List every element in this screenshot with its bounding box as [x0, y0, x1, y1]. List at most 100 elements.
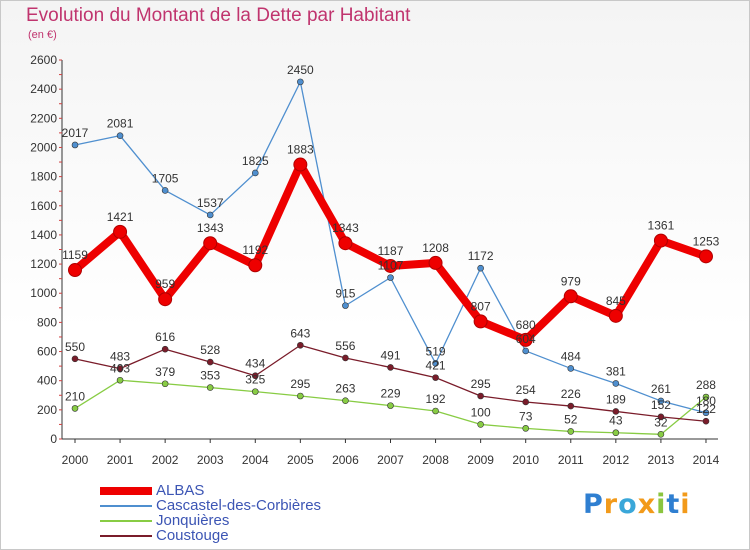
data-label: 483	[110, 350, 130, 364]
logo-letter: t	[666, 489, 681, 520]
data-label: 353	[200, 369, 220, 383]
data-point	[71, 355, 79, 363]
data-point	[477, 392, 484, 400]
data-point	[387, 402, 394, 409]
data-label: 210	[65, 389, 85, 403]
y-tick-label: 2600	[30, 53, 57, 67]
legend-item: Cascastel-des-Corbières	[100, 498, 321, 513]
data-label: 2081	[107, 117, 134, 131]
data-label: 192	[426, 392, 446, 406]
data-label: 2450	[287, 63, 314, 77]
data-label: 643	[290, 326, 310, 340]
data-point	[567, 428, 575, 435]
data-label: 1705	[152, 171, 179, 185]
data-label: 550	[65, 340, 85, 354]
data-label: 100	[471, 405, 491, 419]
data-point	[432, 407, 439, 415]
data-label: 959	[155, 277, 175, 291]
data-label: 254	[516, 383, 536, 397]
data-label: 152	[651, 398, 671, 412]
y-tick-label: 1600	[30, 199, 57, 213]
data-label: 43	[609, 414, 623, 428]
y-tick-label: 200	[37, 403, 57, 417]
legend-swatch	[100, 486, 152, 495]
data-label: 1253	[693, 234, 720, 248]
data-point	[71, 141, 79, 149]
legend: ALBAS Cascastel-des-Corbières Jonquières Co…	[100, 483, 321, 543]
data-label: 1537	[197, 196, 224, 210]
data-label: 519	[426, 344, 446, 358]
data-point	[612, 380, 620, 387]
y-tick-label: 1400	[30, 228, 57, 242]
y-tick-label: 2400	[30, 82, 57, 96]
chart-title: Evolution du Montant de la Dette par Hab…	[26, 5, 411, 26]
data-point	[161, 380, 169, 388]
y-tick-label: 2200	[30, 111, 57, 125]
data-label: 229	[380, 387, 400, 401]
data-point	[342, 354, 349, 362]
data-label: 261	[651, 382, 671, 396]
data-point	[477, 264, 484, 272]
data-label: 1343	[197, 221, 224, 235]
legend-label: Cascastel-des-Corbières	[156, 497, 322, 514]
data-label: 1343	[332, 221, 359, 235]
y-tick-label: 400	[37, 374, 57, 388]
data-point	[116, 365, 124, 372]
data-label: 556	[335, 339, 355, 353]
data-label: 1192	[242, 243, 268, 257]
data-point	[653, 233, 668, 248]
data-label: 915	[335, 287, 355, 301]
data-label: 1361	[648, 219, 675, 233]
data-point	[297, 341, 304, 349]
data-point	[206, 358, 214, 366]
data-label: 528	[200, 343, 220, 357]
data-point	[161, 345, 169, 353]
data-label: 403	[110, 361, 130, 375]
data-point	[428, 255, 443, 270]
data-label: 263	[335, 382, 355, 396]
data-point	[473, 314, 488, 329]
data-point	[338, 236, 353, 251]
data-point	[342, 302, 349, 309]
data-label: 434	[245, 357, 265, 371]
data-label: 381	[606, 364, 626, 378]
data-label: 845	[606, 294, 626, 308]
data-point	[567, 365, 575, 372]
data-label: 484	[561, 349, 581, 363]
x-tick-label: 2008	[422, 453, 449, 467]
y-tick-label: 0	[50, 432, 57, 446]
data-point	[71, 405, 79, 412]
x-tick-label: 2000	[62, 453, 89, 467]
data-point	[383, 258, 398, 273]
data-point	[612, 408, 620, 415]
data-label: 1107	[378, 259, 404, 273]
x-tick-label: 2013	[648, 453, 675, 467]
x-tick-label: 2014	[693, 453, 720, 467]
legend-item: ALBAS	[100, 483, 321, 498]
data-label: 226	[561, 387, 581, 401]
data-point	[387, 274, 394, 281]
data-point	[293, 157, 308, 172]
x-tick-label: 2010	[512, 453, 539, 467]
data-label: 1187	[378, 244, 404, 258]
data-point	[702, 409, 710, 417]
data-point	[158, 292, 173, 307]
data-label: 421	[426, 359, 446, 373]
legend-label: ALBAS	[156, 482, 205, 499]
data-point	[522, 425, 530, 432]
data-point	[702, 417, 710, 425]
data-point	[251, 169, 259, 177]
data-point	[116, 376, 124, 384]
data-label: 1159	[62, 248, 88, 262]
data-point	[657, 431, 665, 438]
x-tick-label: 2002	[152, 453, 179, 467]
data-point	[477, 421, 484, 428]
data-point	[161, 187, 169, 194]
data-label: 1883	[287, 143, 314, 157]
y-tick-label: 1000	[30, 286, 57, 300]
data-label: 180	[696, 394, 716, 408]
proxiti-logo: Proxiti	[583, 489, 691, 520]
legend-swatch	[100, 519, 152, 522]
data-point	[116, 132, 124, 139]
